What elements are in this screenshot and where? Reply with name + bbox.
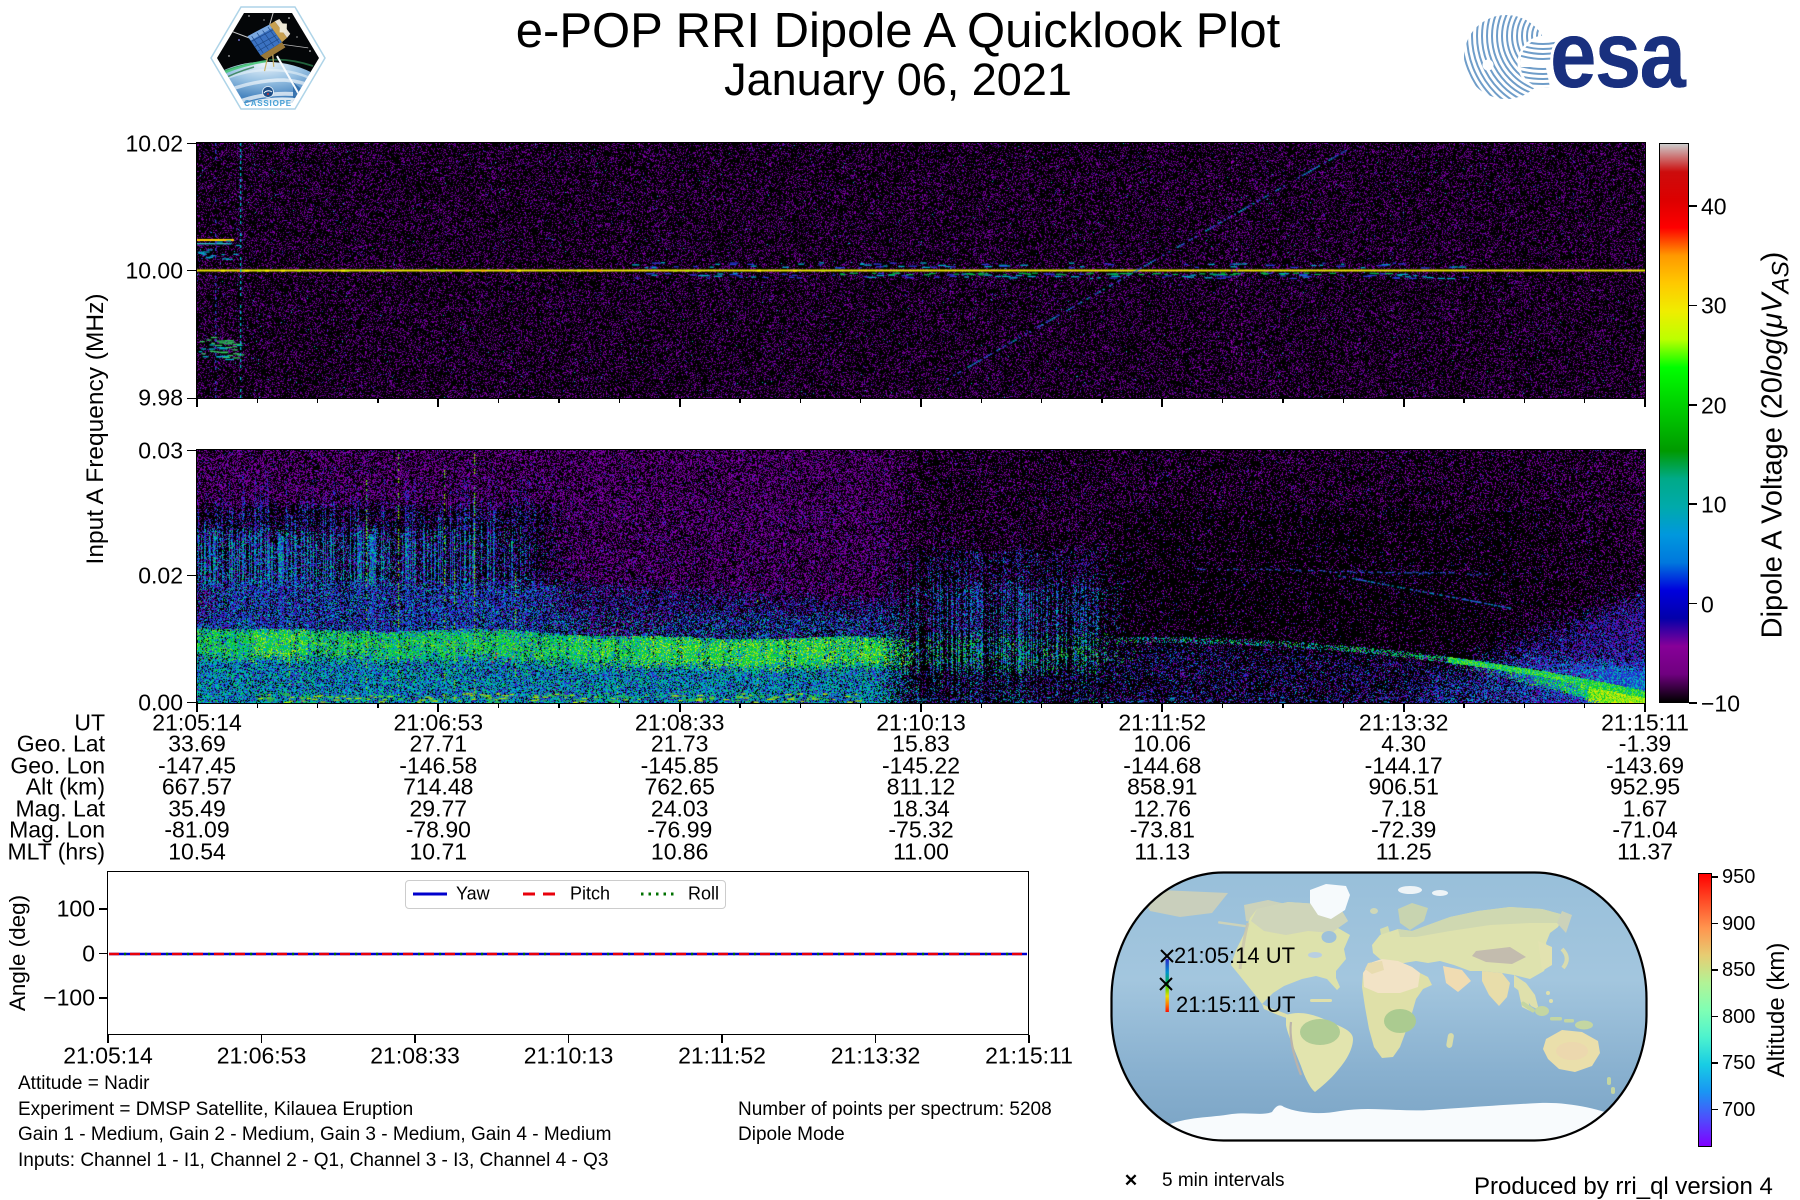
svg-text:esa: esa xyxy=(1550,10,1687,106)
svg-text:CASSIOPE: CASSIOPE xyxy=(244,99,292,108)
svg-text:21:15:11 UT: 21:15:11 UT xyxy=(1176,992,1295,1017)
svg-text:esa: esa xyxy=(1550,10,1687,106)
svg-text:21:05:14 UT: 21:05:14 UT xyxy=(1174,943,1295,968)
